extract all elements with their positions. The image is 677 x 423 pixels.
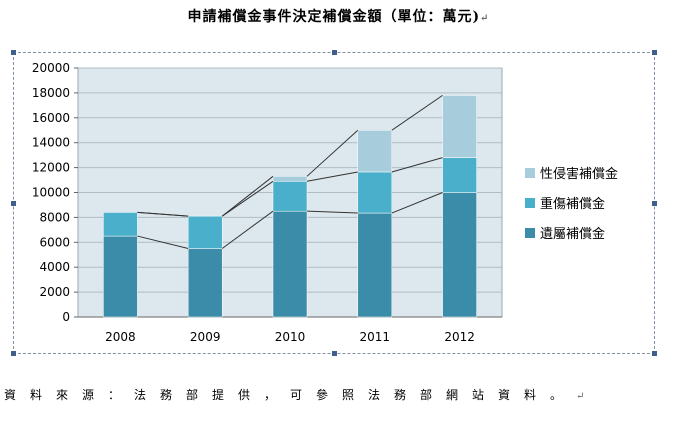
source-note: 資料來源：法務部提供，可參照法務部網站資料。↵ bbox=[0, 386, 677, 403]
series-connector-line bbox=[221, 180, 274, 217]
legend-swatch bbox=[525, 228, 535, 238]
chart-frame[interactable] bbox=[11, 50, 657, 356]
x-tick-label: 2009 bbox=[190, 330, 221, 344]
y-tick-label: 8000 bbox=[39, 210, 70, 224]
y-tick-label: 4000 bbox=[39, 260, 70, 274]
x-tick-label: 2012 bbox=[444, 330, 475, 344]
paragraph-mark-icon: ↵ bbox=[576, 391, 599, 402]
source-note-text: 資料來源：法務部提供，可參照法務部網站資料。 bbox=[4, 388, 577, 402]
legend-label: 性侵害補償金 bbox=[540, 166, 618, 182]
y-tick-label: 18000 bbox=[32, 86, 70, 100]
y-tick-label: 20000 bbox=[32, 61, 70, 75]
y-tick-label: 0 bbox=[62, 310, 70, 324]
legend-label: 遺屬補償金 bbox=[540, 226, 605, 242]
legend-swatch bbox=[525, 168, 535, 178]
bar-segment bbox=[272, 210, 308, 318]
series-connector-line bbox=[391, 192, 443, 214]
bar-segment bbox=[442, 157, 477, 193]
series-connector-line bbox=[221, 210, 274, 249]
bar-segment bbox=[103, 212, 138, 237]
resize-handle-bottom-left[interactable] bbox=[11, 351, 16, 356]
y-tick-label: 14000 bbox=[32, 136, 70, 150]
resize-handle-top[interactable] bbox=[332, 50, 337, 55]
series-connector-line bbox=[306, 129, 359, 177]
bar-segment bbox=[103, 235, 138, 318]
bar-segment bbox=[357, 212, 393, 318]
resize-handle-top-right[interactable] bbox=[652, 50, 657, 55]
resize-handle-bottom[interactable] bbox=[332, 351, 337, 356]
x-tick-label: 2010 bbox=[275, 330, 306, 344]
x-tick-label: 2011 bbox=[360, 330, 391, 344]
y-tick-label: 10000 bbox=[32, 186, 70, 200]
series-connector-line bbox=[137, 235, 189, 250]
bar-segment bbox=[187, 248, 223, 318]
series-connector-line bbox=[137, 211, 189, 217]
bar-segment bbox=[272, 181, 308, 212]
y-tick-label: 6000 bbox=[39, 235, 70, 249]
bar-segment bbox=[357, 171, 393, 214]
resize-handle-bottom-right[interactable] bbox=[652, 351, 657, 356]
x-tick-label: 2008 bbox=[105, 330, 136, 344]
stacked-bar-chart: 0 2000 4000 6000 8000 10000 12000 14000 16000 180… bbox=[32, 61, 618, 344]
resize-handle-top-left[interactable] bbox=[11, 50, 16, 55]
bar-segment bbox=[442, 95, 477, 158]
resize-handle-right[interactable] bbox=[652, 201, 657, 206]
paragraph-mark-icon: ↵ bbox=[480, 13, 490, 24]
series-connector-line bbox=[306, 171, 358, 182]
y-tick-label: 2000 bbox=[39, 285, 70, 299]
series-connector-line bbox=[306, 210, 358, 214]
legend-label: 重傷補償金 bbox=[540, 196, 605, 212]
legend-swatch bbox=[525, 198, 535, 208]
y-tick-label: 16000 bbox=[32, 111, 70, 125]
series-connector-line bbox=[391, 94, 443, 131]
series-connector-line bbox=[391, 157, 443, 173]
bar-segment bbox=[272, 176, 308, 182]
bar-segment bbox=[442, 192, 477, 318]
bar-segment bbox=[187, 215, 223, 249]
page-title: 申請補償金事件決定補償金額（單位：萬元)↵ bbox=[0, 6, 677, 26]
resize-handle-left[interactable] bbox=[11, 201, 16, 206]
page-title-text: 申請補償金事件決定補償金額（單位：萬元) bbox=[187, 9, 481, 25]
y-tick-label: 12000 bbox=[32, 161, 70, 175]
series-connector-line bbox=[221, 175, 274, 217]
bar-segment bbox=[357, 130, 393, 173]
